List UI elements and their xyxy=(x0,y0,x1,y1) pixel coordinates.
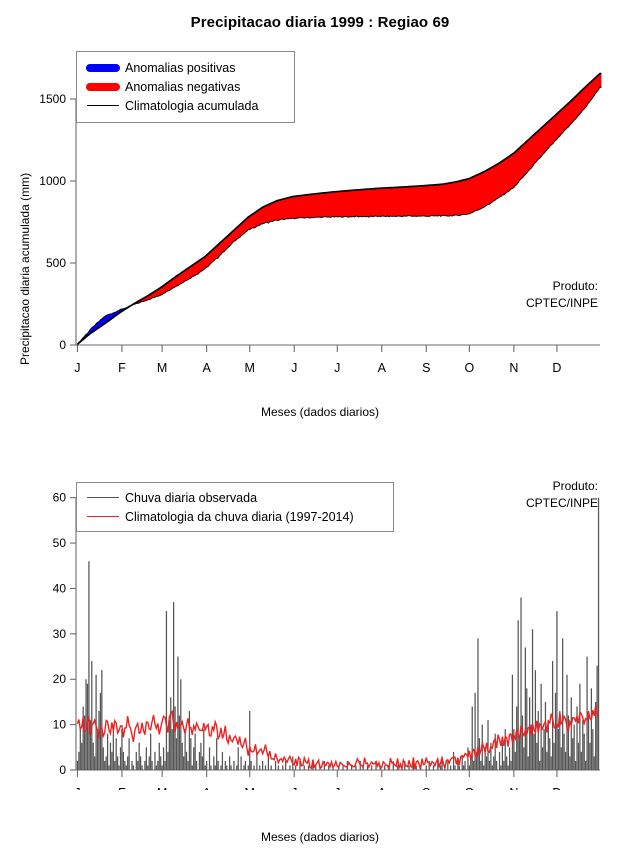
legend-swatch-icon xyxy=(81,497,125,498)
cumulative-precipitation-panel: Precipitacao diaria acumulada (mm) 0 500 1… xyxy=(0,40,640,440)
legend-swatch-icon xyxy=(81,63,125,72)
y-tick-label: 500 xyxy=(46,256,66,270)
legend-label: Anomalias positivas xyxy=(125,60,236,75)
x-tick-label: A xyxy=(202,786,211,790)
daily-precipitation-panel: Precipitacao diaria (mm) 0102030405060JF… xyxy=(0,440,640,850)
top-produto-text: Produto: CPTEC/INPE xyxy=(525,279,598,310)
y-tick-label: 1000 xyxy=(39,174,66,188)
observed-daily-bars xyxy=(76,497,600,770)
legend-label: Climatologia da chuva diaria (1997-2014) xyxy=(125,509,354,524)
x-tick-label: F xyxy=(118,361,126,375)
y-tick-label: 20 xyxy=(53,672,67,686)
climatology-daily-line xyxy=(76,705,600,771)
x-tick-label: S xyxy=(422,361,430,375)
legend-item: Anomalias negativas xyxy=(81,77,290,96)
observed-cumulative-line xyxy=(77,85,602,346)
legend-item: Climatologia da chuva diaria (1997-2014) xyxy=(81,507,389,526)
legend-item: Chuva diaria observada xyxy=(81,488,389,507)
x-tick-label: D xyxy=(552,786,561,790)
climatology-cumulative-line xyxy=(76,72,602,345)
legend-item: Climatologia acumulada xyxy=(81,96,290,115)
top-panel-legend: Anomalias positivas Anomalias negativas Cl… xyxy=(76,51,295,123)
x-tick-label: J xyxy=(74,786,80,790)
x-tick-label: A xyxy=(378,786,387,790)
legend-swatch-icon xyxy=(81,516,125,517)
x-tick-label: J xyxy=(74,361,80,375)
top-panel-ylabel: Precipitacao diaria acumulada (mm) xyxy=(18,172,32,365)
cumulative-plot-area: 0 500 1000 1500 J F M A M J J A S O N D xyxy=(39,72,602,375)
x-tick-label: O xyxy=(464,361,474,375)
legend-swatch-icon xyxy=(81,82,125,91)
x-tick-label: J xyxy=(291,786,297,790)
x-tick-label: M xyxy=(157,361,167,375)
x-tick-label: J xyxy=(334,361,340,375)
x-tick-label: J xyxy=(334,786,340,790)
y-tick-label: 0 xyxy=(59,338,66,352)
x-tick-label: A xyxy=(202,361,211,375)
y-tick-label: 10 xyxy=(53,718,67,732)
y-tick-label: 50 xyxy=(53,536,67,550)
x-tick-label: M xyxy=(244,361,254,375)
y-tick-label: 40 xyxy=(53,581,67,595)
x-tick-label: S xyxy=(422,786,430,790)
x-tick-label: F xyxy=(118,786,126,790)
x-tick-label: J xyxy=(291,361,297,375)
legend-item: Anomalias positivas xyxy=(81,58,290,77)
legend-label: Chuva diaria observada xyxy=(125,490,258,505)
y-tick-label: 0 xyxy=(59,763,66,777)
legend-swatch-icon xyxy=(81,105,125,106)
x-tick-label: N xyxy=(509,786,518,790)
x-tick-label: D xyxy=(552,361,561,375)
y-tick-label: 30 xyxy=(53,627,67,641)
x-tick-label: M xyxy=(244,786,254,790)
x-tick-label: O xyxy=(464,786,474,790)
bottom-panel-xlabel: Meses (dados diarios) xyxy=(260,830,380,844)
daily-plot-area: 0 10 20 30 40 50 60 J F M A M J J A S O N D xyxy=(53,491,600,790)
x-tick-label: N xyxy=(509,361,518,375)
page-title: Precipitacao diaria 1999 : Regiao 69 xyxy=(190,14,450,31)
bottom-produto-text: Produto: CPTEC/INPE xyxy=(525,479,598,510)
legend-label: Anomalias negativas xyxy=(125,79,241,94)
bottom-panel-legend: Chuva diaria observada Climatologia da ch… xyxy=(76,482,394,532)
legend-label: Climatologia acumulada xyxy=(125,98,259,113)
top-panel-xlabel: Meses (dados diarios) xyxy=(260,405,380,419)
y-tick-label: 1500 xyxy=(39,92,66,106)
x-tick-label: A xyxy=(378,361,387,375)
y-tick-label: 60 xyxy=(53,491,67,505)
x-tick-label: M xyxy=(157,786,167,790)
